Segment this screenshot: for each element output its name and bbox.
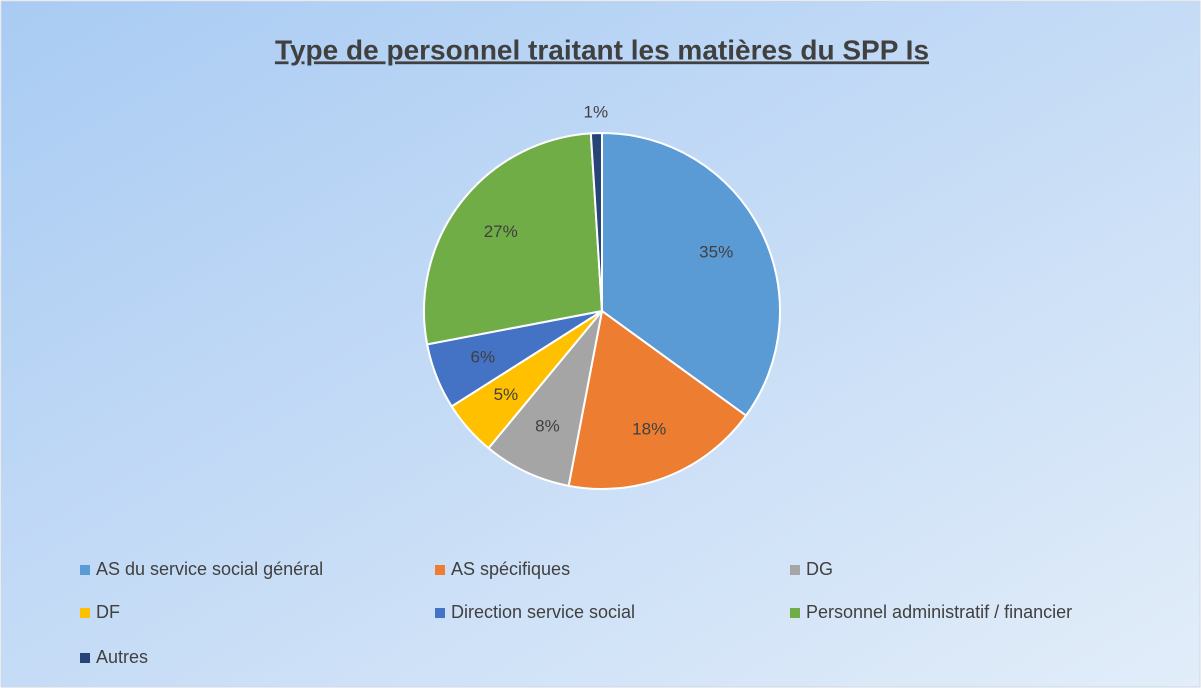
legend-label: AS spécifiques	[451, 559, 570, 579]
pie-slice	[589, 131, 603, 312]
pie-slice	[567, 309, 748, 490]
legend-label: AS du service social général	[96, 559, 323, 579]
legend-label: DF	[96, 602, 120, 622]
data-label: 8%	[535, 416, 560, 435]
legend-label: Autres	[96, 647, 148, 667]
legend-label: Direction service social	[451, 602, 635, 622]
data-label: 27%	[484, 222, 518, 241]
data-label: 35%	[699, 242, 733, 261]
legend-label: DG	[806, 559, 833, 579]
legend-swatch	[790, 608, 800, 618]
legend-swatch	[435, 608, 445, 618]
pie-slice	[487, 310, 603, 488]
legend-swatch	[790, 565, 800, 575]
legend-swatch	[80, 608, 90, 618]
pie-slice	[423, 132, 604, 346]
chart-title: Type de personnel traitant les matières …	[275, 34, 929, 65]
legend-swatch	[435, 565, 445, 575]
data-label: 6%	[471, 348, 496, 367]
data-label: 1%	[583, 103, 608, 122]
data-label: 5%	[494, 385, 519, 404]
data-label: 18%	[632, 420, 666, 439]
legend-swatch	[80, 565, 90, 575]
pie-slice	[601, 131, 781, 418]
legend-swatch	[80, 653, 90, 663]
legend-label: Personnel administratif / financier	[806, 602, 1072, 622]
